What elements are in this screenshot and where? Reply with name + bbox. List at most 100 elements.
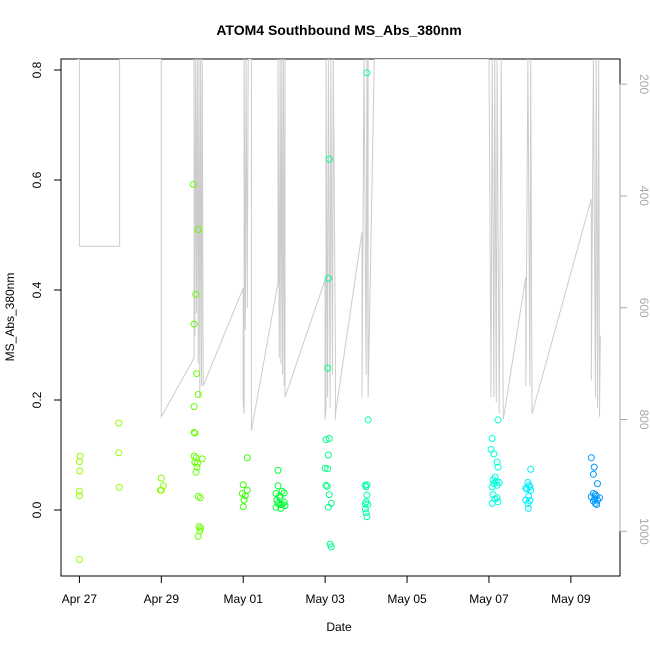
data-point xyxy=(363,491,371,499)
y-tick-label: 0.6 xyxy=(30,171,44,188)
data-point xyxy=(594,480,601,488)
plot-frame xyxy=(60,58,621,577)
data-point xyxy=(273,496,281,504)
data-point xyxy=(596,494,603,502)
data-point xyxy=(239,481,247,489)
data-point xyxy=(527,486,535,494)
data-point xyxy=(362,509,370,517)
data-point xyxy=(75,556,83,563)
data-point xyxy=(194,532,202,540)
data-point xyxy=(280,498,288,506)
data-point xyxy=(323,482,331,490)
data-point xyxy=(493,458,501,466)
x-tick-label: May 05 xyxy=(387,592,427,606)
x-axis-label: Date xyxy=(326,620,352,634)
data-point xyxy=(75,492,83,500)
data-point xyxy=(192,468,200,476)
data-point xyxy=(194,391,202,398)
data-point xyxy=(593,501,601,508)
chart-title: ATOM4 Southbound MS_Abs_380nm xyxy=(216,22,461,38)
y-axis: 0.0 0.2 0.4 0.6 0.8 xyxy=(30,61,62,518)
data-point xyxy=(193,370,201,378)
data-point xyxy=(494,416,502,424)
data-point xyxy=(76,467,84,475)
data-point xyxy=(280,489,288,497)
data-point xyxy=(193,459,201,467)
data-point xyxy=(587,454,595,462)
y2-tick-label: 600 xyxy=(637,298,650,318)
data-point xyxy=(488,499,496,507)
data-point xyxy=(590,463,598,471)
data-point xyxy=(240,496,248,504)
data-point xyxy=(524,499,532,507)
line-series-0 xyxy=(77,59,601,431)
x-tick-label: Apr 29 xyxy=(144,592,180,606)
data-point xyxy=(324,274,332,282)
y-tick-label: 0.8 xyxy=(30,61,44,78)
data-point xyxy=(196,494,204,502)
data-point xyxy=(363,513,371,521)
data-point xyxy=(325,435,333,442)
x-tick-label: May 07 xyxy=(469,592,509,606)
data-point xyxy=(325,155,333,163)
data-point xyxy=(524,504,532,512)
y-tick-label: 0.2 xyxy=(30,391,44,408)
data-point xyxy=(362,483,370,491)
data-point xyxy=(115,449,123,457)
x-tick-label: Apr 27 xyxy=(62,592,98,606)
data-point xyxy=(157,474,165,482)
x-axis: Apr 27 Apr 29 May 01 May 03 May 05 May 07 May … xyxy=(62,575,591,606)
data-point xyxy=(489,476,497,484)
data-point xyxy=(523,485,531,493)
y2-tick-label: 200 xyxy=(637,74,650,94)
data-point xyxy=(527,465,535,473)
lines-layer xyxy=(77,59,601,431)
data-point xyxy=(191,429,199,437)
data-point xyxy=(194,226,202,233)
x-tick-label: May 03 xyxy=(305,592,345,606)
data-point xyxy=(193,463,201,471)
data-point xyxy=(363,69,371,77)
data-point xyxy=(364,416,372,424)
data-point xyxy=(241,492,249,500)
y2-tick-label: 400 xyxy=(637,186,650,206)
data-point xyxy=(488,483,496,491)
y2-tick-label: 800 xyxy=(637,409,650,429)
data-point xyxy=(274,466,282,474)
data-point xyxy=(324,465,332,473)
data-point xyxy=(361,505,369,513)
y-axis-right: 200 400 600 800 1000 xyxy=(619,74,650,545)
data-point xyxy=(115,419,123,427)
x-tick-label: May 01 xyxy=(224,592,264,606)
data-point xyxy=(589,470,597,478)
data-point xyxy=(324,503,332,511)
data-point xyxy=(591,499,599,507)
y-tick-label: 0.0 xyxy=(30,501,44,518)
data-point xyxy=(239,503,247,511)
data-point xyxy=(322,436,330,444)
data-point xyxy=(75,458,83,466)
data-point xyxy=(277,504,285,512)
data-point xyxy=(115,483,123,491)
data-point xyxy=(494,463,502,471)
y2-tick-label: 1000 xyxy=(637,518,650,545)
data-point xyxy=(324,364,332,372)
data-point xyxy=(274,482,282,490)
x-tick-label: May 09 xyxy=(551,592,591,606)
points-layer xyxy=(75,69,603,563)
data-point xyxy=(322,481,330,489)
data-point xyxy=(198,455,206,463)
data-point xyxy=(327,543,335,551)
y-axis-label: MS_Abs_380nm xyxy=(3,273,17,362)
data-point xyxy=(272,503,280,511)
data-point xyxy=(192,290,200,298)
data-point xyxy=(490,450,498,458)
data-point xyxy=(495,479,503,486)
data-point xyxy=(487,446,495,453)
data-point xyxy=(189,180,197,188)
data-point xyxy=(325,491,333,499)
data-point xyxy=(190,320,198,328)
data-point xyxy=(243,454,251,462)
y-tick-label: 0.4 xyxy=(30,281,44,298)
